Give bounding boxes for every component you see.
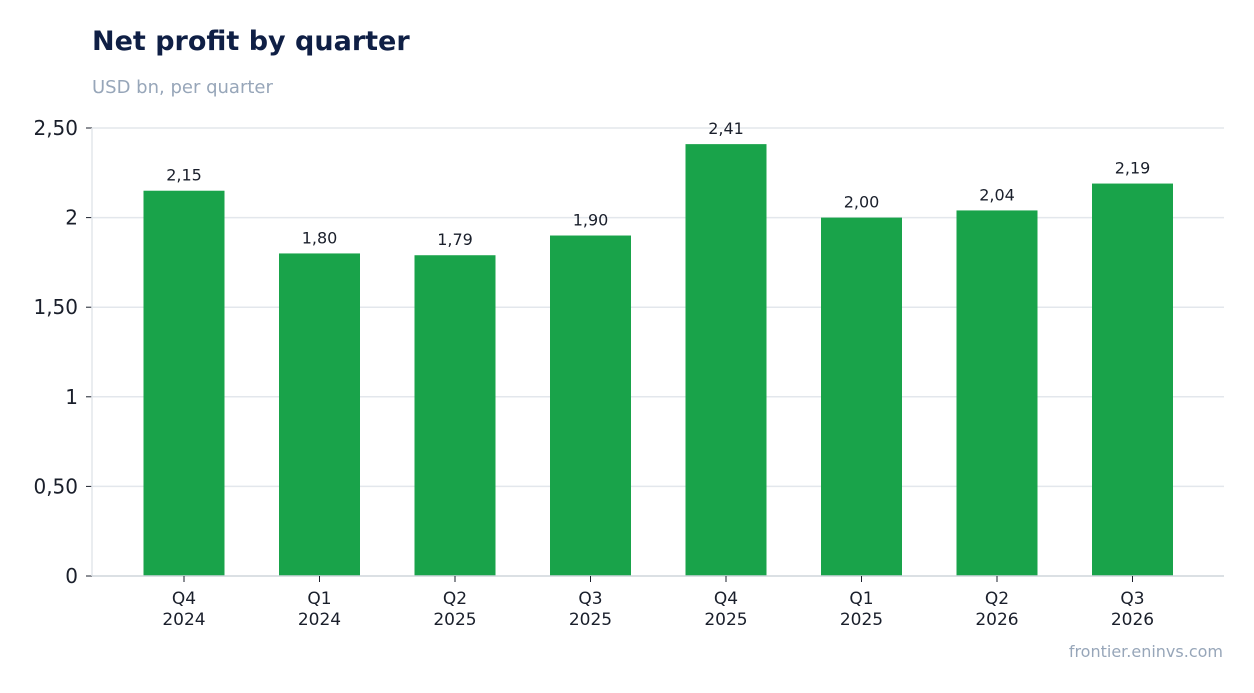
x-tick-label-year: 2026: [975, 610, 1018, 630]
x-tick-label-year: 2024: [298, 610, 341, 630]
grid-layer: [92, 127, 1224, 488]
axis-layer: [86, 127, 1224, 582]
y-tick-label: 2,50: [33, 116, 78, 140]
bar: [143, 190, 225, 576]
bar: [550, 235, 631, 576]
bar-value-label: 2,15: [166, 166, 202, 185]
y-tick-label: 0,50: [33, 474, 78, 498]
bar: [279, 253, 360, 576]
x-tick-label-quarter: Q1: [307, 589, 331, 609]
bar-value-label: 2,19: [1115, 159, 1151, 178]
source-credit: frontier.eninvs.com: [1068, 642, 1223, 661]
x-tick-label-quarter: Q3: [1120, 589, 1144, 609]
bar: [685, 144, 767, 577]
x-tick-label-year: 2025: [433, 610, 476, 630]
x-tick-label-quarter: Q2: [985, 589, 1009, 609]
x-tick-label-quarter: Q3: [578, 589, 602, 609]
x-tick-label-year: 2025: [840, 610, 883, 630]
label-layer: 00,5011,5022,502,15Q420241,80Q120241,79Q…: [33, 116, 1154, 630]
x-tick-label-quarter: Q1: [849, 589, 873, 609]
y-tick-label: 0: [65, 564, 78, 588]
bar-value-label: 2,04: [979, 185, 1015, 204]
bar: [821, 217, 902, 576]
bar: [1092, 183, 1173, 576]
x-tick-label-year: 2024: [162, 610, 205, 630]
bar-value-label: 2,00: [844, 193, 880, 212]
x-tick-label-quarter: Q2: [443, 589, 467, 609]
y-tick-label: 1,50: [33, 295, 78, 319]
y-tick-label: 1: [65, 385, 78, 409]
chart-subtitle: USD bn, per quarter: [92, 77, 273, 98]
bar-value-label: 1,79: [437, 230, 473, 249]
x-tick-label-year: 2025: [569, 610, 612, 630]
bar-value-label: 1,80: [302, 228, 338, 247]
bar-layer: [143, 144, 1173, 577]
chart-title: Net profit by quarter: [92, 26, 410, 57]
x-tick-label-quarter: Q4: [172, 589, 196, 609]
bar-value-label: 1,90: [573, 211, 609, 230]
bar: [414, 255, 496, 576]
bar-value-label: 2,41: [708, 119, 744, 138]
bar: [956, 210, 1038, 576]
x-tick-label-quarter: Q4: [714, 589, 738, 609]
y-tick-label: 2: [65, 206, 78, 230]
x-tick-label-year: 2026: [1111, 610, 1154, 630]
x-tick-label-year: 2025: [704, 610, 747, 630]
